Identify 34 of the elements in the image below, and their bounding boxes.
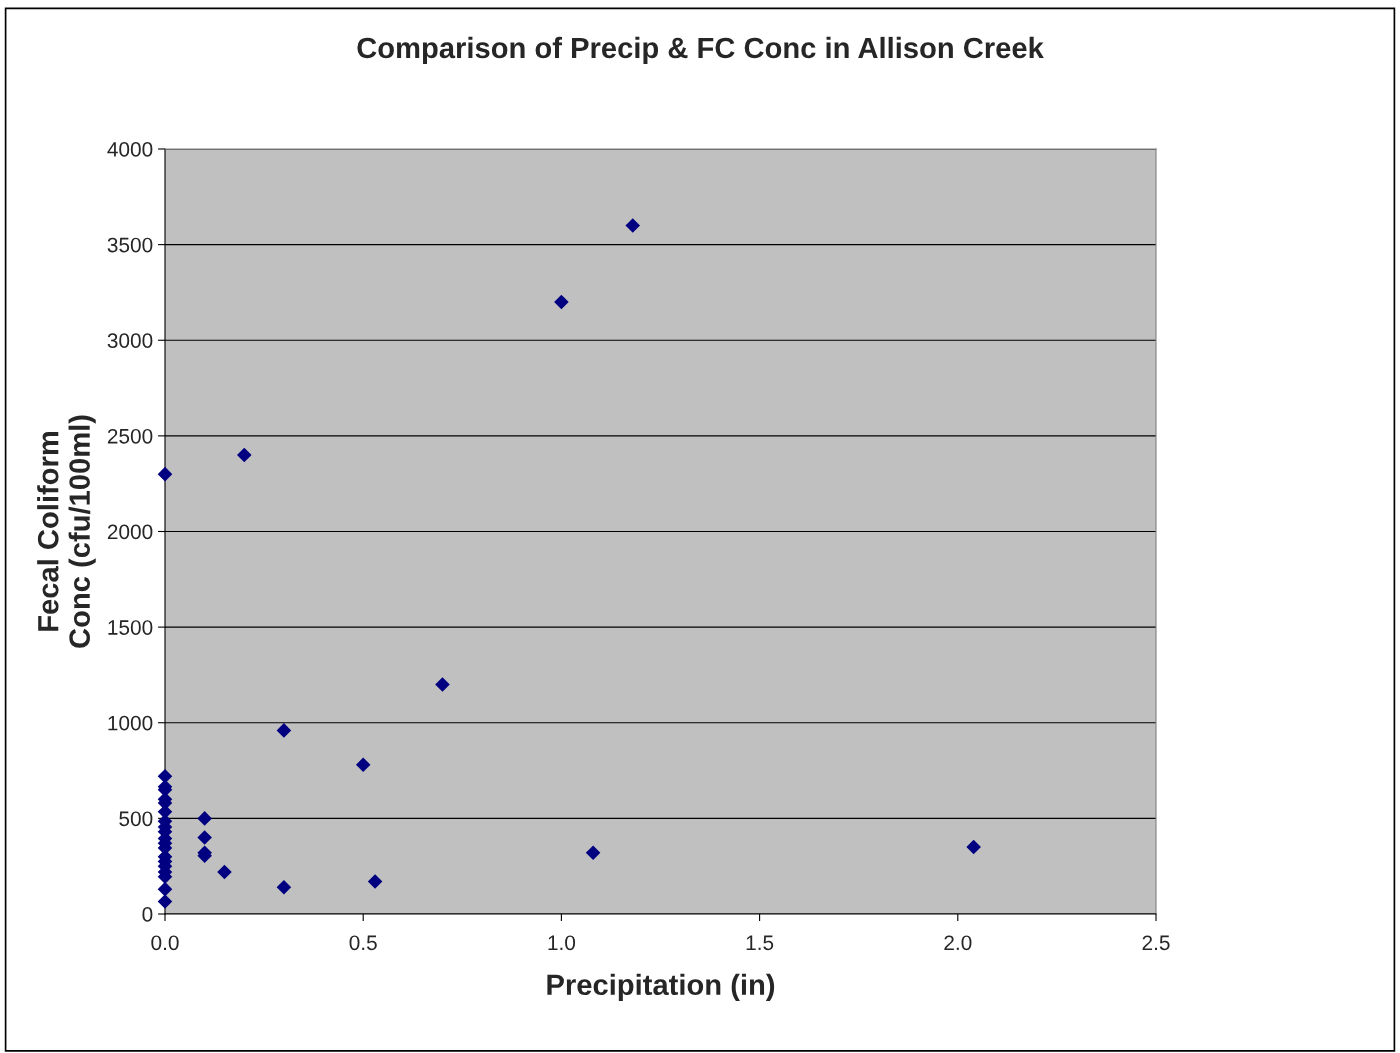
y-tick-label: 1000 bbox=[108, 715, 153, 731]
x-axis-title: Precipitation (in) bbox=[547, 973, 775, 1001]
point bbox=[355, 757, 371, 773]
x-tick-label: 2.5 bbox=[1142, 935, 1170, 951]
y-axis-title: Fecal Coliform Conc (cfu/100ml) bbox=[37, 415, 96, 648]
point bbox=[237, 447, 252, 463]
point bbox=[276, 723, 292, 738]
y-tick-label: 3500 bbox=[107, 237, 153, 253]
x-tick-label: 1.5 bbox=[746, 935, 774, 951]
y-tick-label: 3000 bbox=[107, 333, 153, 348]
y-tick-label: 0 bbox=[142, 907, 153, 922]
x-tick-label: 2.0 bbox=[944, 935, 972, 951]
point bbox=[554, 294, 569, 310]
point bbox=[276, 879, 292, 895]
point bbox=[435, 677, 450, 692]
point bbox=[157, 894, 173, 909]
point bbox=[197, 811, 212, 826]
point bbox=[585, 845, 601, 861]
y-tick-label: 2500 bbox=[107, 428, 153, 444]
y-tick-label: 1500 bbox=[108, 620, 153, 635]
point bbox=[157, 466, 173, 482]
point bbox=[197, 830, 212, 845]
x-tick-label: 1.0 bbox=[548, 935, 576, 951]
point bbox=[367, 874, 383, 889]
point bbox=[966, 839, 981, 855]
chart-title: Comparison of Precip & FC Conc in Allison Creek bbox=[357, 36, 1044, 65]
x-tick-label: 0.0 bbox=[151, 935, 179, 951]
point bbox=[217, 864, 232, 880]
y-tick-label: 2000 bbox=[107, 524, 153, 540]
y-tick-label: 4000 bbox=[107, 142, 153, 157]
point bbox=[625, 218, 641, 233]
x-tick-label: 0.5 bbox=[349, 935, 377, 951]
point bbox=[157, 881, 173, 897]
y-tick-label: 500 bbox=[119, 811, 153, 827]
